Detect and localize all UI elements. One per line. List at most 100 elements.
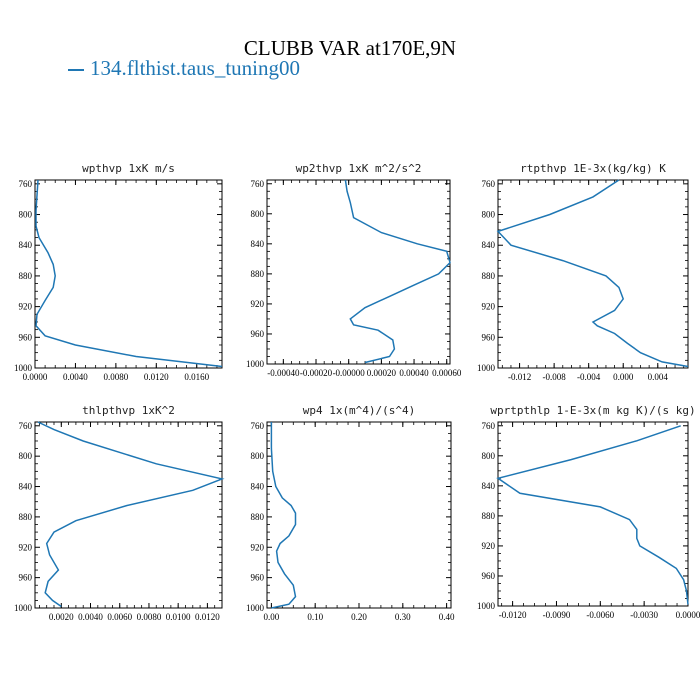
y-tick-label: 1000 — [14, 363, 33, 373]
x-tick-label: 0.0020 — [49, 612, 74, 622]
y-tick-label: 960 — [251, 573, 265, 583]
x-tick-label: 0.0080 — [137, 612, 162, 622]
x-tick-label: 0.0040 — [78, 612, 103, 622]
y-tick-label: 880 — [251, 512, 265, 522]
x-tick-label: 0.40 — [439, 612, 455, 622]
panel-4: thlpthvp 1xK^2 760 800 840 880 920 960 1000 0.00… — [14, 404, 225, 622]
legend-label: 134.flthist.taus_tuning00 — [90, 56, 300, 80]
x-tick-label: 0.0040 — [63, 372, 88, 382]
x-tick-label: -0.00040 — [267, 368, 300, 378]
figure-title: CLUBB VAR at170E,9N — [243, 36, 457, 60]
x-tick-label: 0.00040 — [399, 368, 429, 378]
y-tick-label: 920 — [482, 302, 496, 312]
y-tick-label: 840 — [19, 240, 33, 250]
y-tick-label: 920 — [19, 542, 33, 552]
y-tick-label: 1000 — [477, 601, 496, 611]
x-tick-label: -0.00000 — [333, 368, 366, 378]
y-tick-label: 840 — [19, 482, 33, 492]
x-tick-label: -0.008 — [543, 372, 567, 382]
panel-1: wpthvp 1xK m/s76080084088092096010000.00… — [14, 162, 223, 382]
y-tick-label: 840 — [482, 481, 496, 491]
x-tick-label: -0.012 — [508, 372, 531, 382]
panel-2: wp2thvp 1xK m^2/s^2 760 800 840 880 920 960 100… — [246, 162, 462, 378]
y-tick-label: 800 — [19, 451, 33, 461]
series-line — [35, 179, 223, 368]
panel-6: wprtpthlp 1-E-3x(m kg K)/(s kg) 760 800 840… — [477, 404, 700, 620]
y-tick-label: 880 — [19, 512, 33, 522]
y-tick-label: 960 — [19, 332, 33, 342]
y-tick-label: 1000 — [14, 603, 33, 613]
x-tick-label: -0.00020 — [300, 368, 333, 378]
x-tick-label: 0.0060 — [107, 612, 132, 622]
x-tick-label: 0.000 — [613, 372, 634, 382]
y-tick-label: 760 — [19, 421, 33, 431]
y-tick-label: 840 — [482, 240, 496, 250]
plot-frame — [34, 421, 223, 609]
panel-title: thlpthvp 1xK^2 — [82, 404, 175, 417]
y-tick-label: 760 — [482, 179, 496, 189]
series-line — [344, 179, 451, 364]
x-tick-label: 0.0000 — [23, 372, 48, 382]
y-tick-label: 1000 — [246, 603, 265, 613]
panel-title: wp2thvp 1xK m^2/s^2 — [296, 162, 422, 175]
x-tick-label: 0.0000 — [676, 610, 700, 620]
y-tick-label: 800 — [482, 451, 496, 461]
x-tick-label: -0.0090 — [543, 610, 571, 620]
x-tick-label: 0.004 — [648, 372, 669, 382]
legend: 134.flthist.taus_tuning00 — [68, 56, 300, 81]
y-tick-label: 800 — [482, 210, 496, 220]
x-tick-label: -0.0030 — [630, 610, 658, 620]
plot-frame — [266, 179, 451, 365]
y-tick-label: 800 — [251, 209, 265, 219]
y-tick-label: 920 — [251, 299, 265, 309]
plot-frame — [266, 421, 452, 609]
panel-title: rtpthvp 1E-3x(kg/kg) K — [520, 162, 666, 175]
x-tick-label: 0.0100 — [166, 612, 191, 622]
x-tick-label: -0.0120 — [499, 610, 527, 620]
series-line — [496, 425, 689, 605]
y-tick-label: 760 — [482, 421, 496, 431]
y-tick-label: 840 — [251, 239, 265, 249]
x-tick-label: 0.0080 — [103, 372, 128, 382]
y-tick-label: 800 — [19, 210, 33, 220]
y-tick-label: 760 — [251, 421, 265, 431]
x-tick-label: 0.30 — [395, 612, 411, 622]
y-tick-label: 880 — [482, 271, 496, 281]
y-tick-label: 960 — [251, 329, 265, 339]
y-tick-label: 920 — [19, 302, 33, 312]
plot-frame — [497, 421, 689, 607]
x-tick-label: 0.00 — [264, 612, 280, 622]
y-tick-label: 960 — [19, 573, 33, 583]
y-tick-label: 760 — [251, 179, 265, 189]
y-tick-label: 880 — [482, 511, 496, 521]
panel-3: rtpthvp 1E-3x(kg/kg) K 760 800 840 880 920 960… — [477, 162, 689, 382]
y-tick-label: 840 — [251, 482, 265, 492]
x-tick-label: 0.10 — [307, 612, 323, 622]
y-tick-label: 1000 — [477, 363, 496, 373]
x-tick-label: 0.00060 — [432, 368, 462, 378]
y-tick-label: 960 — [482, 332, 496, 342]
series-line — [496, 179, 689, 368]
panel-5: wp4 1x(m^4)/(s^4)76080084088092096010000… — [246, 404, 455, 622]
x-tick-label: 0.0120 — [144, 372, 169, 382]
panel-title: wp4 1x(m^4)/(s^4) — [303, 404, 416, 417]
y-tick-label: 920 — [482, 541, 496, 551]
y-tick-label: 1000 — [246, 359, 265, 369]
legend-line-swatch — [68, 69, 84, 72]
series-line — [270, 422, 297, 609]
series-line — [37, 421, 225, 608]
x-tick-label: 0.0160 — [184, 372, 209, 382]
y-tick-label: 760 — [19, 179, 33, 189]
y-tick-label: 800 — [251, 451, 265, 461]
y-tick-label: 880 — [19, 271, 33, 281]
plot-frame — [497, 179, 689, 369]
panel-title: wpthvp 1xK m/s — [82, 162, 175, 175]
x-tick-label: 0.0120 — [195, 612, 220, 622]
x-tick-label: -0.0060 — [586, 610, 614, 620]
x-tick-label: -0.004 — [577, 372, 601, 382]
y-tick-label: 960 — [482, 571, 496, 581]
y-tick-label: 880 — [251, 269, 265, 279]
panel-title: wprtpthlp 1-E-3x(m kg K)/(s kg) — [490, 404, 695, 417]
x-tick-label: 0.20 — [351, 612, 367, 622]
